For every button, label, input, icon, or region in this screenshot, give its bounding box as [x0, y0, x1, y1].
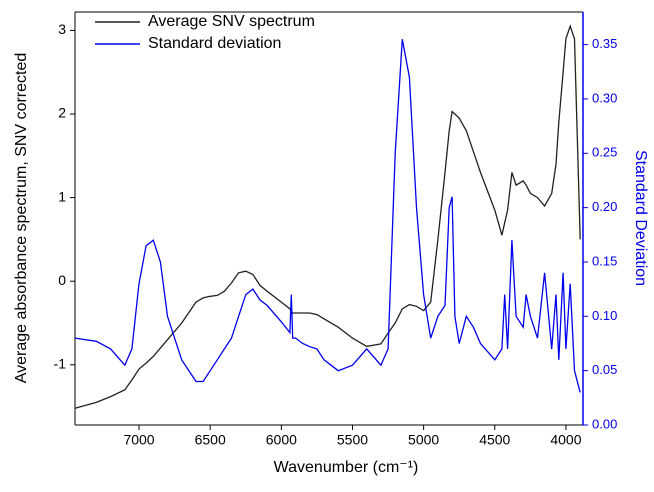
y-tick-label: 2 [58, 105, 66, 121]
series-line [74, 24, 581, 409]
y2-tick-label: 0.00 [592, 416, 617, 431]
y2-tick-label: 0.05 [592, 362, 617, 377]
y-axis-label: Average absorbance spectrum, SNV correct… [13, 53, 30, 384]
y2-axis-label: Standard Deviation [632, 150, 649, 286]
y2-tick-label: 0.25 [592, 145, 617, 160]
y-tick-label: 0 [58, 272, 66, 288]
x-tick-label: 5500 [337, 432, 368, 448]
series-line [74, 39, 581, 393]
y2-tick-label: 0.30 [592, 90, 617, 105]
x-tick-label: 6000 [266, 432, 297, 448]
y-tick-label: 3 [58, 21, 66, 37]
legend-label: Standard deviation [148, 35, 281, 52]
y-tick-label: -1 [54, 356, 67, 372]
x-tick-label: 6500 [195, 432, 226, 448]
y2-tick-label: 0.15 [592, 253, 617, 268]
x-tick-label: 4500 [479, 432, 510, 448]
x-tick-label: 4000 [550, 432, 581, 448]
y-tick-label: 1 [58, 188, 66, 204]
y2-tick-label: 0.20 [592, 199, 617, 214]
x-tick-label: 5000 [408, 432, 439, 448]
y2-tick-label: 0.10 [592, 308, 617, 323]
y2-tick-label: 0.35 [592, 36, 617, 51]
x-axis-label: Wavenumber (cm⁻¹) [274, 459, 419, 476]
x-tick-label: 7000 [123, 432, 154, 448]
legend-label: Average SNV spectrum [148, 13, 315, 30]
